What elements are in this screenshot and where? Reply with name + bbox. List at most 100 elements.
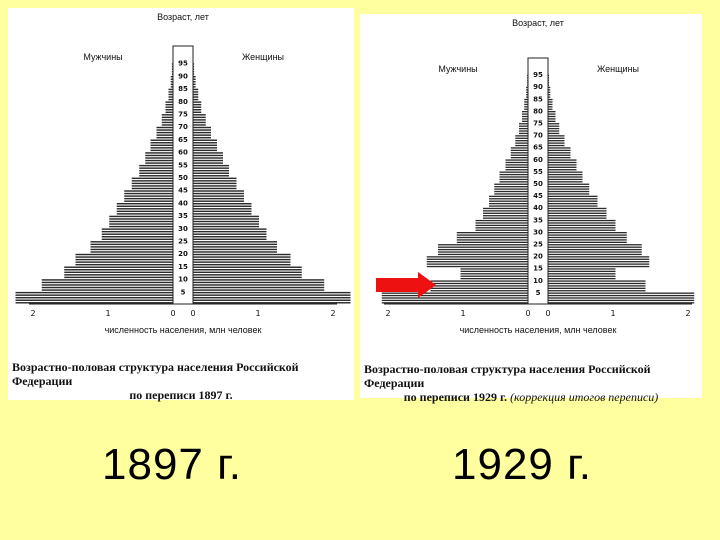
male-bar (519, 127, 528, 130)
female-bar (548, 94, 551, 96)
female-bar (193, 65, 195, 68)
male-bar (460, 273, 528, 275)
chart-title-line2: по переписи 1929 г. (403, 390, 508, 404)
female-bar (548, 263, 650, 265)
female-bar (193, 258, 291, 261)
male-bar (64, 274, 173, 276)
male-bar (161, 114, 173, 116)
male-bar (170, 83, 173, 86)
male-bar (101, 238, 173, 240)
female-bar (548, 176, 583, 178)
male-bar (483, 207, 528, 210)
age-tick-label: 25 (533, 241, 543, 249)
age-tick-label: 65 (178, 136, 188, 144)
female-bar (193, 185, 237, 187)
female-bar (193, 192, 244, 195)
age-tick-label: 50 (533, 180, 543, 188)
male-bar (101, 233, 173, 235)
male-bar (499, 176, 528, 178)
male-bar (41, 284, 173, 286)
female-bar (193, 241, 277, 243)
female-bar (193, 129, 211, 131)
female-bar (548, 219, 616, 222)
female-bar (193, 302, 351, 304)
female-bar (548, 248, 642, 251)
male-bar (524, 108, 528, 110)
male-bar (109, 220, 173, 223)
age-column (172, 45, 194, 305)
male-bar (526, 89, 528, 91)
age-tick-label: 10 (178, 276, 188, 284)
female-bar (193, 144, 217, 147)
male-bar (526, 96, 528, 98)
female-bar (548, 285, 646, 287)
male-bar (519, 125, 528, 127)
female-bar (548, 205, 598, 207)
male-bar (109, 225, 173, 228)
female-bar (548, 144, 565, 147)
x-tick-label: 2 (685, 309, 690, 318)
male-bar (124, 197, 173, 200)
male-bar (15, 291, 173, 294)
male-bar (522, 115, 528, 118)
male-bar (64, 271, 173, 274)
female-bar (548, 241, 627, 243)
male-bar (499, 181, 528, 183)
male-bar (145, 152, 173, 154)
x-tick-label: 1 (255, 309, 260, 318)
male-bar (165, 109, 173, 111)
x-tick-label: 2 (330, 309, 335, 318)
female-bar (193, 175, 229, 177)
age-tick-label: 90 (178, 72, 188, 80)
female-bar (548, 265, 650, 268)
female-bar (548, 268, 616, 270)
age-tick-label: 90 (533, 83, 543, 91)
female-bar (548, 224, 616, 227)
male-bar (101, 236, 173, 238)
female-bar (193, 88, 199, 91)
female-bar (193, 281, 325, 284)
female-bar (548, 178, 583, 181)
male-bar (524, 98, 528, 101)
male-bar (124, 195, 173, 197)
male-bar (489, 198, 528, 200)
male-bar (168, 88, 173, 91)
female-bar (548, 251, 642, 253)
male-bar (168, 93, 173, 96)
female-bar (548, 108, 553, 110)
age-tick-label: 55 (533, 168, 543, 176)
male-bar (90, 248, 173, 251)
female-bar (193, 243, 277, 246)
male-bar (131, 180, 173, 182)
female-bar (548, 154, 571, 156)
male-bar (116, 203, 173, 205)
female-bar (548, 239, 627, 241)
female-bar (548, 270, 616, 273)
female-bar (193, 76, 196, 78)
female-bar (193, 78, 196, 80)
male-bar (75, 263, 173, 266)
male-bar (475, 229, 528, 231)
female-bar (548, 210, 607, 212)
female-bar (193, 126, 211, 129)
male-bar (510, 152, 528, 154)
male-bar (139, 175, 173, 177)
age-tick-label: 30 (533, 228, 543, 236)
pyramid-panel-1897: 5 10 15 20 25 30 35 40 45 50 55 60 65 70 75 80 85 90 95 2 1 0… (8, 8, 354, 402)
female-bar (193, 167, 229, 169)
female-bar (193, 121, 206, 124)
male-bar (483, 210, 528, 212)
male-bar (519, 130, 528, 132)
male-bar (510, 156, 528, 159)
female-bar (193, 238, 267, 240)
female-bar (548, 258, 650, 260)
male-bar (426, 258, 528, 260)
male-bar (150, 139, 173, 141)
female-bar (548, 183, 590, 185)
male-bar (109, 215, 173, 218)
female-bar (193, 164, 229, 167)
male-bar (150, 149, 173, 152)
male-bar (171, 68, 173, 70)
female-bar (193, 180, 237, 182)
male-bar (75, 258, 173, 261)
